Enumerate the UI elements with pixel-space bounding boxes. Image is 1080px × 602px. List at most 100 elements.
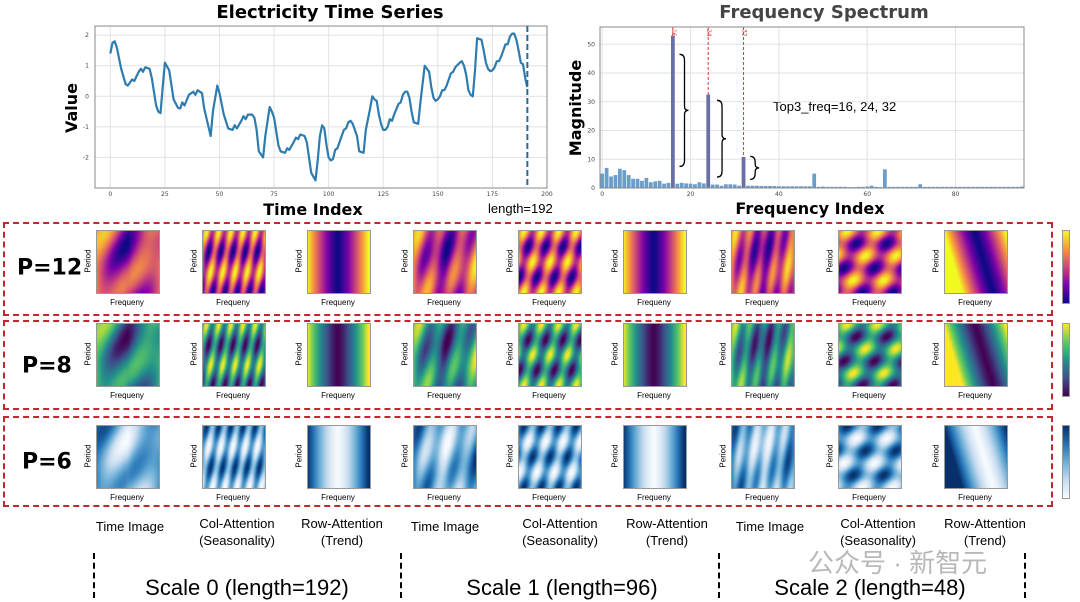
spectrum-bar [944, 186, 949, 188]
column-label: Row-Attention (Trend) [944, 515, 1026, 549]
spectrum-bar [935, 186, 940, 188]
panel-xlabel: Frequeny [958, 493, 992, 502]
spectrum-bar [613, 175, 618, 188]
x-tick-label: 50 [216, 191, 224, 198]
panel-xlabel: Frequeny [852, 298, 886, 307]
spectrum-bar [993, 186, 998, 188]
column-label-title: Row-Attention [944, 516, 1026, 531]
panel-xlabel: Frequeny [637, 493, 671, 502]
column-label-title: Col-Attention [522, 516, 598, 531]
spectrum-bar [799, 186, 803, 188]
heatmap-image [731, 323, 795, 387]
heatmap-image [202, 425, 266, 489]
spectrum-bar [772, 185, 777, 188]
spectrum-bar [604, 167, 609, 188]
column-label-title: Time Image [735, 519, 805, 534]
spectrum-bar [675, 183, 680, 188]
panel-xlabel: Frequeny [321, 391, 355, 400]
panel-ylabel: Period [294, 444, 304, 468]
y-tick-label: 0 [85, 93, 89, 100]
column-label-subtitle: (Seasonality) [840, 533, 916, 548]
column-label-subtitle: (Trend) [320, 533, 364, 548]
column-label-title: Time Image [410, 519, 480, 534]
timeseries-title: Electricity Time Series [216, 2, 444, 23]
row-label-p12: P=12 [17, 255, 83, 281]
spectrum-bar [631, 178, 636, 188]
timeseries-chart: 0 25 50 75 100 125 150 175 200 -2 -1 0 1 2 [83, 25, 553, 198]
spectrum-bar [958, 186, 962, 188]
heatmap-image [838, 323, 902, 387]
heatmap-image [518, 230, 582, 294]
heatmap-image [307, 323, 371, 387]
spectrum-bar [1019, 186, 1024, 188]
panel-xlabel: Frequeny [321, 298, 355, 307]
panel-ylabel: Period [931, 342, 941, 366]
panel-xlabel: Frequeny [745, 493, 779, 502]
length-annotation: length=192 [488, 201, 553, 216]
heatmap-image [202, 323, 266, 387]
heatmap-image [413, 323, 477, 387]
row-box-p6 [3, 416, 1053, 507]
panel-xlabel: Frequeny [852, 493, 886, 502]
panel-xlabel: Frequeny [427, 493, 461, 502]
spectrum-bar [1002, 186, 1007, 188]
heatmap-image [623, 323, 687, 387]
heatmap-image [518, 323, 582, 387]
heatmap-image [838, 230, 902, 294]
column-label-title: Row-Attention [301, 516, 383, 531]
column-label-subtitle: (Trend) [645, 533, 689, 548]
peak-label: 24 [705, 29, 712, 37]
panel-xlabel: Frequeny [532, 298, 566, 307]
column-label-title: Time Image [95, 519, 165, 534]
spectrum-bar [913, 186, 918, 188]
panel-ylabel: Period [505, 249, 515, 273]
spectrum-bar [821, 186, 825, 188]
column-label: Time Image [96, 518, 164, 535]
spectrum-bar [988, 186, 993, 188]
x-tick-label: 40 [775, 191, 783, 198]
panel-ylabel: Period [189, 444, 199, 468]
x-tick-label: 60 [863, 191, 871, 198]
heatmap-image [96, 425, 160, 489]
spectrum-bar [635, 178, 640, 188]
panel-xlabel: Frequeny [637, 391, 671, 400]
row-label-p8: P=8 [22, 353, 72, 379]
peak-label: 16 [670, 29, 677, 37]
x-tick-label: 0 [600, 191, 604, 198]
panel-xlabel: Frequeny [216, 391, 250, 400]
panel-ylabel: Period [931, 249, 941, 273]
heatmap-image [623, 230, 687, 294]
x-tick-label: 20 [687, 191, 695, 198]
colorbar [1062, 230, 1070, 304]
spectrum-bar [697, 182, 702, 188]
brace-icon [750, 155, 760, 181]
spectrum-bar [807, 186, 812, 188]
spectrum-bar [657, 180, 662, 188]
spectrum-bar [653, 181, 658, 188]
panel-ylabel: Period [83, 342, 93, 366]
spectrum-bar [918, 184, 923, 188]
column-label: Time Image [411, 518, 479, 535]
spectrum-bar [984, 186, 989, 188]
spectrum-bar [662, 183, 666, 188]
spectrum-bar [785, 186, 790, 188]
y-tick-label: 2 [85, 32, 89, 39]
series-line [109, 32, 529, 182]
spectrum-bar [816, 186, 821, 188]
heatmap-image [944, 425, 1008, 489]
panel-xlabel: Frequeny [532, 493, 566, 502]
spectrum-bar [971, 186, 976, 188]
spectrum-bar [732, 184, 737, 188]
panel-ylabel: Period [400, 249, 410, 273]
y-tick-label: 40 [587, 70, 595, 77]
panel-ylabel: Period [825, 249, 835, 273]
heatmap-image [731, 425, 795, 489]
spectrum-bar [962, 186, 967, 188]
y-tick-label: -2 [83, 154, 89, 161]
panel-xlabel: Frequeny [110, 298, 144, 307]
heatmap-image [96, 323, 160, 387]
y-tick-label: 0 [591, 185, 595, 192]
heatmap-image [202, 230, 266, 294]
spectrum-bar [768, 185, 772, 188]
plot-frame [94, 25, 548, 189]
